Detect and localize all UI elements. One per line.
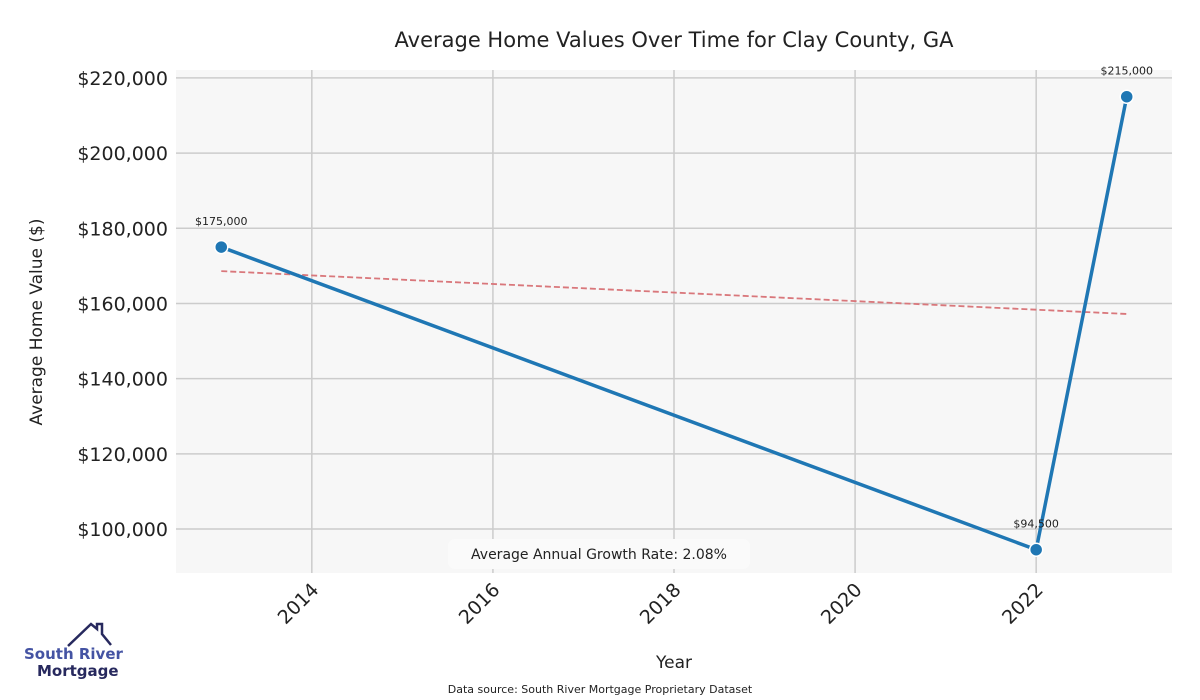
- y-tick-label: $120,000: [77, 444, 168, 466]
- x-tick-label: 2020: [817, 579, 867, 629]
- y-tick-label: $140,000: [77, 369, 168, 391]
- logo-line1: South River: [24, 645, 124, 663]
- logo-line2: Mortgage: [37, 662, 119, 680]
- data-label: $94,500: [1013, 518, 1059, 531]
- y-tick-label: $200,000: [77, 143, 168, 165]
- annotation-text: Average Annual Growth Rate: 2.08%: [471, 547, 727, 563]
- data-point: [1119, 89, 1134, 104]
- y-tick-label: $180,000: [77, 218, 168, 240]
- data-label: $215,000: [1100, 65, 1153, 78]
- y-tick-label: $160,000: [77, 293, 168, 315]
- y-tick-label: $100,000: [77, 519, 168, 541]
- x-tick-label: 2018: [636, 579, 686, 629]
- data-point: [1028, 542, 1044, 557]
- y-axis-label: Average Home Value ($): [27, 219, 47, 426]
- chart-title: Average Home Values Over Time for Clay C…: [395, 28, 955, 52]
- house-icon: [67, 622, 112, 647]
- y-tick-label: $220,000: [77, 68, 168, 90]
- trend-line: [221, 270, 1127, 315]
- x-tick-label: 2014: [274, 579, 324, 629]
- x-axis-label: Year: [655, 653, 692, 673]
- company-logo: South River Mortgage: [24, 622, 124, 680]
- data-source-note: Data source: South River Mortgage Propri…: [448, 683, 753, 696]
- x-tick-label: 2022: [998, 579, 1048, 629]
- data-point: [214, 239, 229, 255]
- x-tick-label: 2016: [455, 579, 505, 629]
- growth-annotation: Average Annual Growth Rate: 2.08%: [448, 539, 750, 569]
- data-label: $175,000: [195, 215, 248, 228]
